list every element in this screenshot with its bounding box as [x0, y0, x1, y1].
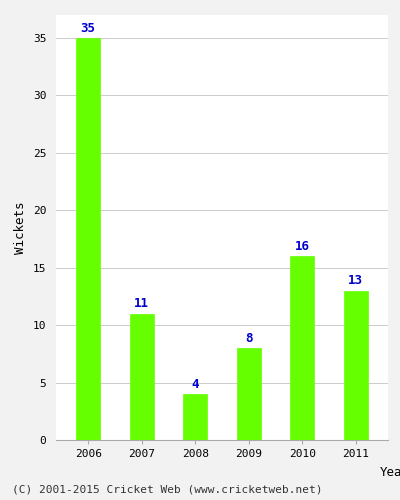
Text: (C) 2001-2015 Cricket Web (www.cricketweb.net): (C) 2001-2015 Cricket Web (www.cricketwe… — [12, 484, 322, 494]
Text: 8: 8 — [245, 332, 252, 344]
Bar — [76, 38, 100, 440]
Bar — [344, 290, 368, 440]
Y-axis label: Wickets: Wickets — [14, 201, 27, 254]
Text: 13: 13 — [348, 274, 363, 287]
Text: 16: 16 — [295, 240, 310, 253]
Bar — [130, 314, 154, 440]
Bar — [237, 348, 261, 440]
Text: 11: 11 — [134, 297, 149, 310]
Text: 4: 4 — [192, 378, 199, 390]
X-axis label: Year: Year — [380, 466, 400, 478]
Bar — [183, 394, 207, 440]
Text: 35: 35 — [81, 22, 96, 35]
Bar — [290, 256, 314, 440]
